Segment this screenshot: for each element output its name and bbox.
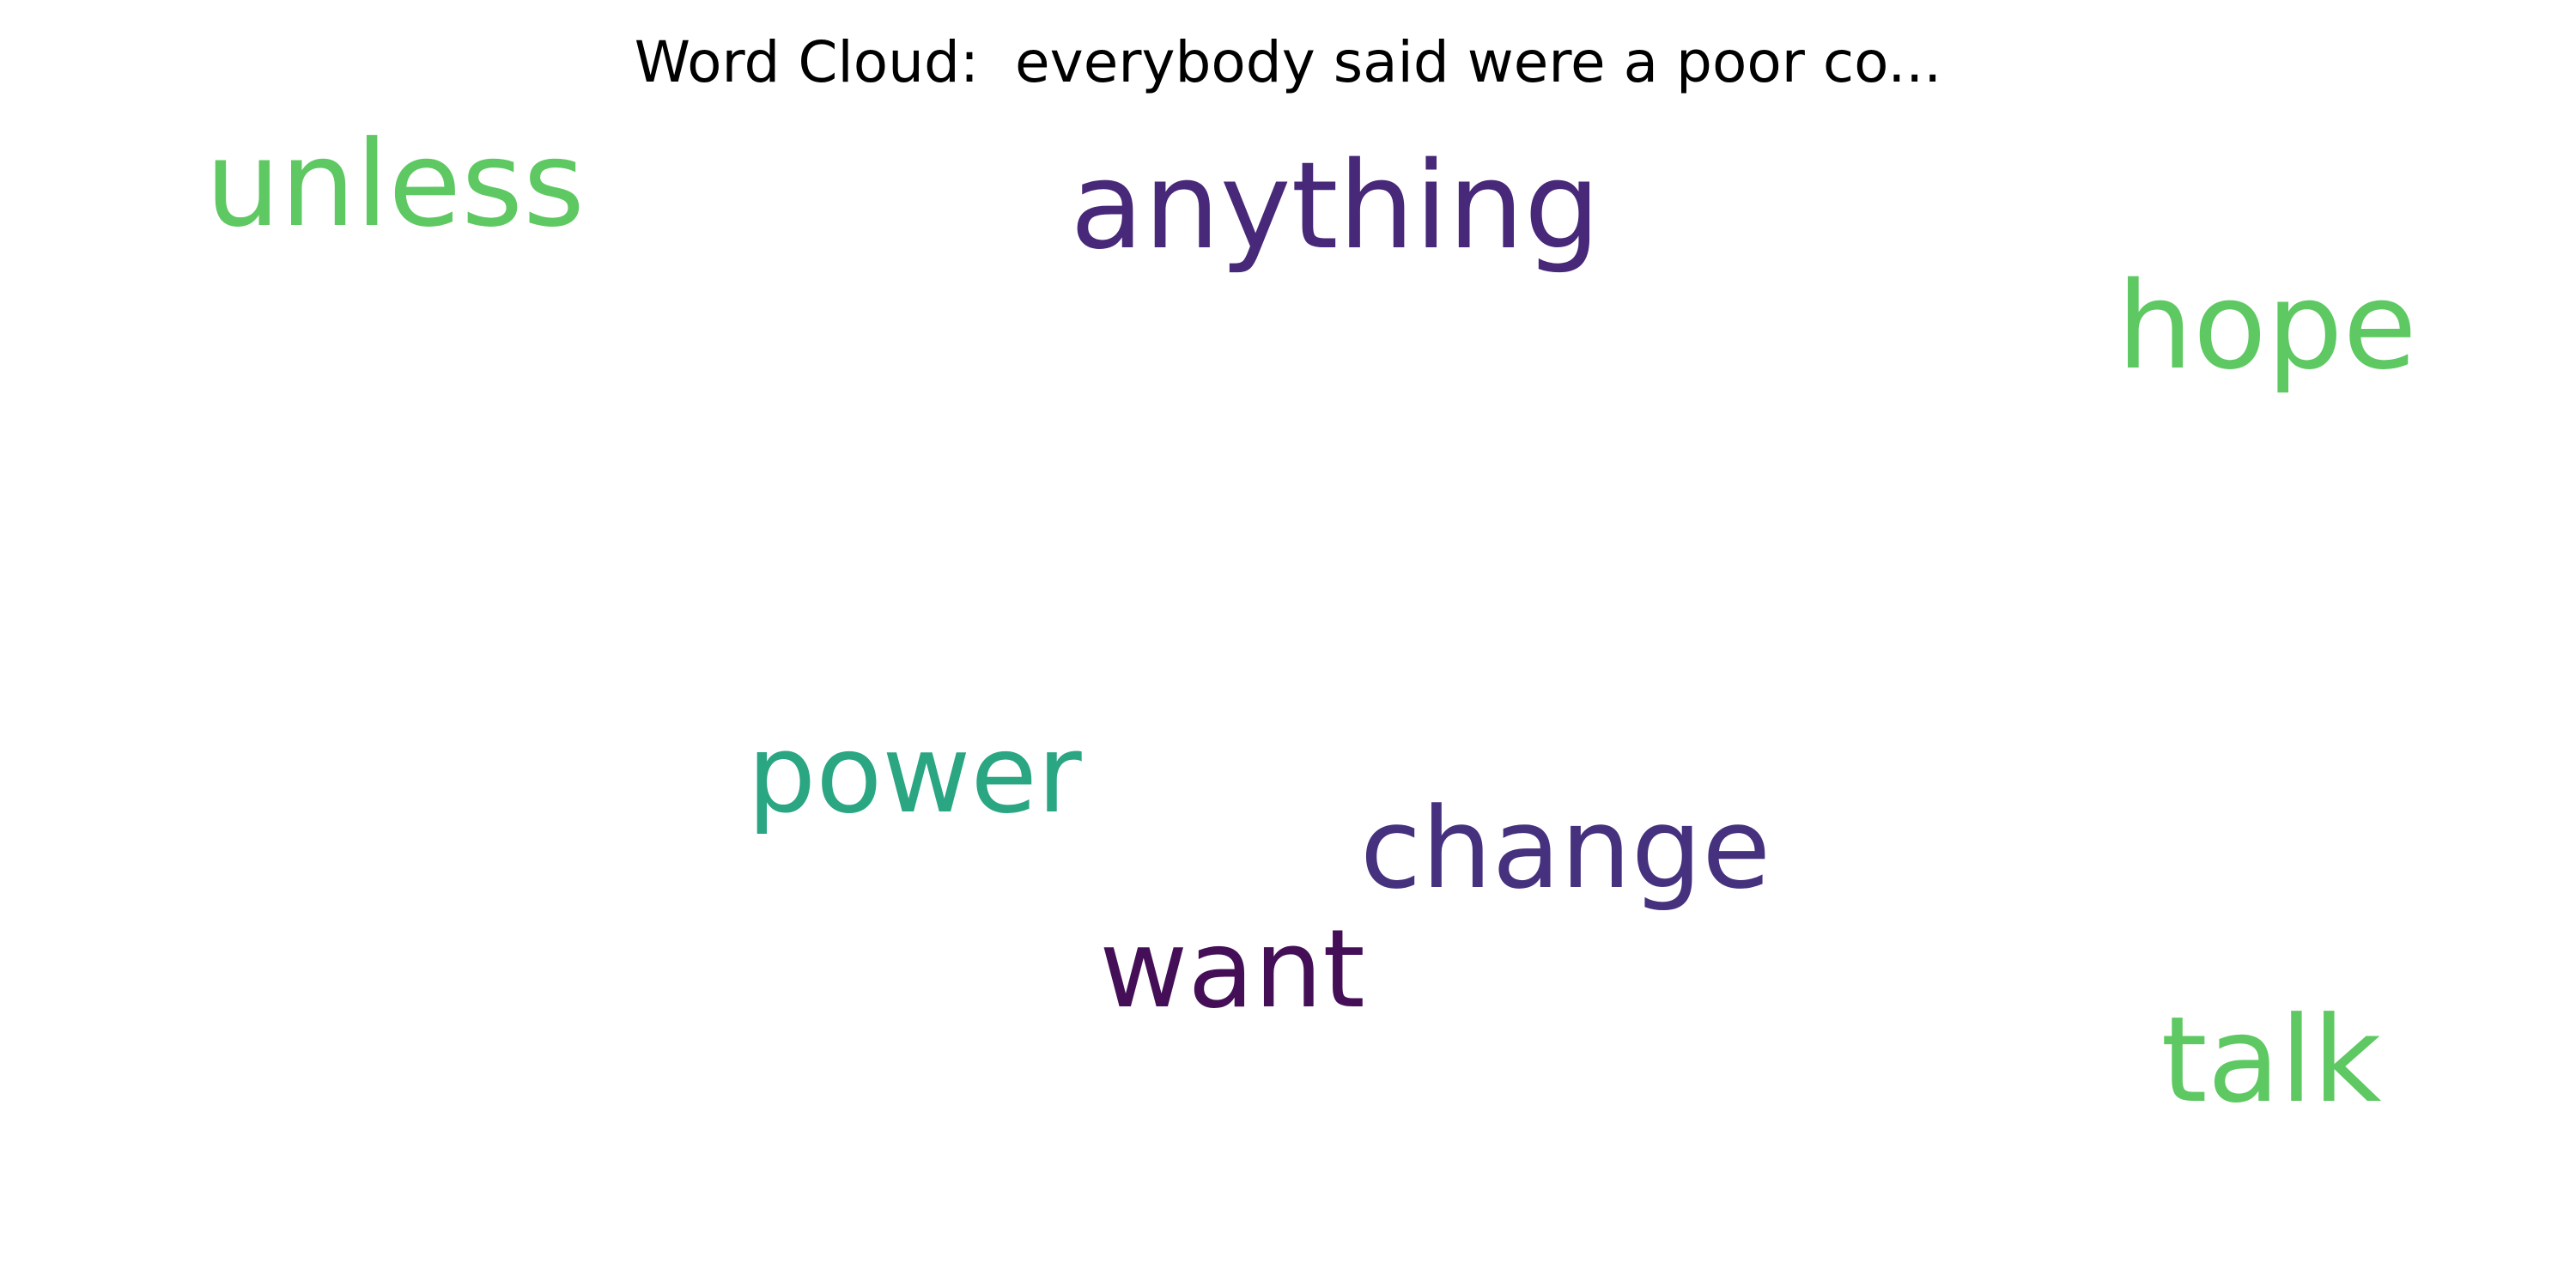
word-talk: talk: [2161, 991, 2382, 1129]
chart-title: Word Cloud: everybody said were a poor c…: [634, 29, 1942, 95]
word-unless: unless: [205, 115, 585, 253]
word-hope: hope: [2117, 257, 2416, 397]
word-power: power: [747, 711, 1082, 837]
word-anything: anything: [1070, 137, 1601, 276]
word-change: change: [1360, 783, 1771, 914]
word-want: want: [1099, 906, 1365, 1032]
